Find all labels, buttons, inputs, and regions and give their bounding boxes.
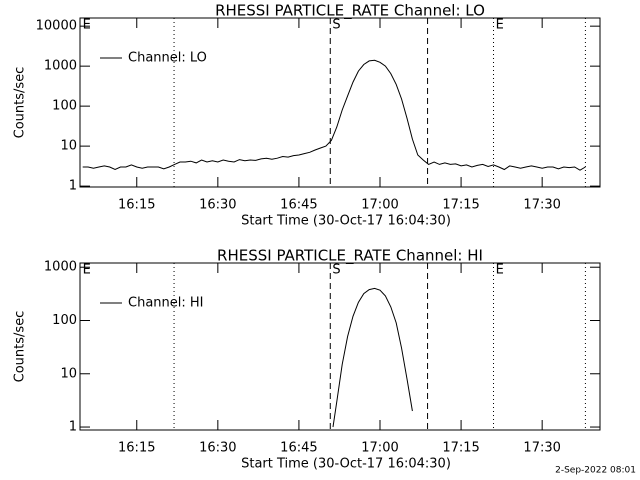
y-tick-label: 100 xyxy=(52,99,77,114)
flag-label: E xyxy=(496,263,504,278)
y-tick-label: 1 xyxy=(69,420,77,435)
x-tick-label: 17:00 xyxy=(361,198,398,213)
flag-label: E xyxy=(496,18,504,33)
x-tick-label: 16:45 xyxy=(280,198,317,213)
x-tick-label: 16:15 xyxy=(118,198,155,213)
x-axis-label: Start Time (30-Oct-17 16:04:30) xyxy=(241,214,451,229)
y-tick-label: 10000 xyxy=(36,19,77,34)
legend-label: Channel: HI xyxy=(128,296,204,311)
x-tick-label: 17:15 xyxy=(442,441,479,456)
data-line xyxy=(332,287,413,428)
x-tick-label: 16:30 xyxy=(199,198,236,213)
x-tick-label: 17:15 xyxy=(442,198,479,213)
y-tick-label: 1000 xyxy=(44,260,77,275)
y-axis-label: Counts/sec xyxy=(13,67,28,139)
y-tick-label: 1 xyxy=(69,179,77,194)
flag-label: S xyxy=(332,18,340,33)
flag-label: S xyxy=(332,263,340,278)
footer: 2-Sep-2022 08:01 xyxy=(555,466,636,476)
y-tick-label: 10 xyxy=(60,366,77,381)
plot-frame xyxy=(79,17,601,188)
x-tick-label: 16:30 xyxy=(199,441,236,456)
y-tick-label: 10 xyxy=(60,139,77,154)
plot-frame xyxy=(79,262,601,431)
chart-title: RHESSI PARTICLE_RATE Channel: HI xyxy=(217,247,483,266)
x-tick-label: 17:30 xyxy=(523,441,560,456)
chart-title: RHESSI PARTICLE_RATE Channel: LO xyxy=(215,2,485,21)
y-tick-label: 100 xyxy=(52,313,77,328)
y-axis-label: Counts/sec xyxy=(13,311,28,383)
flag-label: E xyxy=(83,18,91,33)
data-line xyxy=(82,59,586,171)
x-tick-label: 16:45 xyxy=(280,441,317,456)
flag-label: E xyxy=(83,263,91,278)
x-tick-label: 16:15 xyxy=(118,441,155,456)
legend-label: Channel: LO xyxy=(128,51,207,66)
x-tick-label: 17:00 xyxy=(361,441,398,456)
y-tick-label: 1000 xyxy=(44,59,77,74)
x-axis-label: Start Time (30-Oct-17 16:04:30) xyxy=(241,457,451,472)
x-tick-label: 17:30 xyxy=(523,198,560,213)
